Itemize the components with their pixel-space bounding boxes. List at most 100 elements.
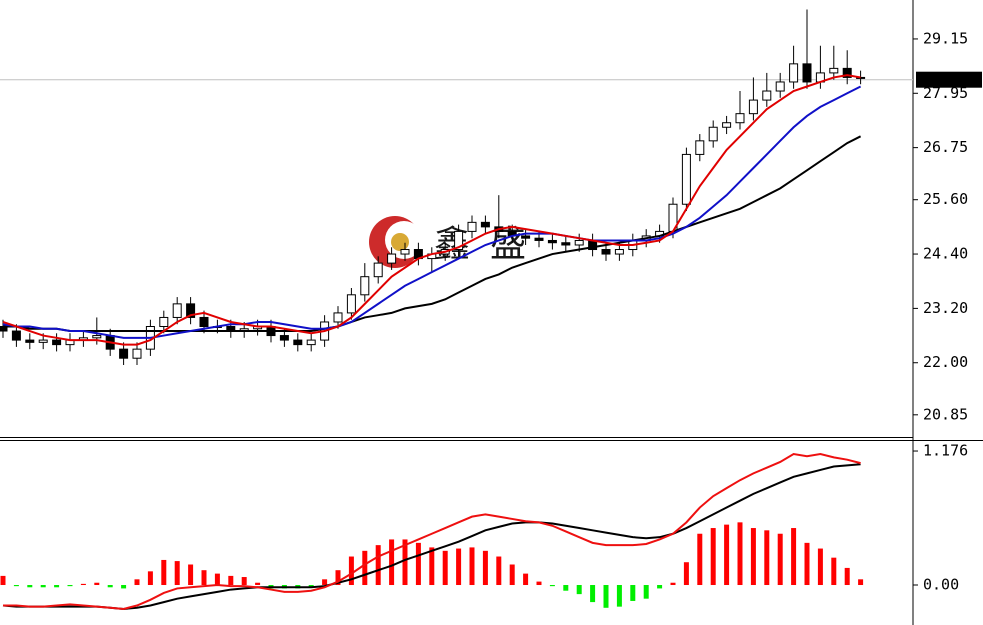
histogram-bar bbox=[214, 573, 220, 586]
y-tick-label: 22.00 bbox=[923, 353, 968, 371]
histogram-bar bbox=[590, 585, 596, 603]
histogram-bar bbox=[576, 585, 582, 595]
histogram-bar bbox=[496, 556, 502, 586]
histogram-bar bbox=[121, 585, 127, 589]
histogram-bar bbox=[40, 585, 46, 588]
candle-body bbox=[132, 348, 142, 359]
histogram-bar bbox=[442, 550, 448, 586]
logo-ball bbox=[391, 233, 409, 251]
histogram-bar bbox=[482, 550, 488, 586]
candle-body bbox=[480, 221, 490, 228]
histogram-bar bbox=[683, 562, 689, 586]
histogram-bar bbox=[255, 582, 261, 586]
watermark: 鑫盛 bbox=[369, 216, 546, 268]
histogram-bar bbox=[804, 542, 810, 586]
histogram-bar bbox=[174, 561, 180, 586]
candle-body bbox=[119, 348, 129, 359]
histogram-bar bbox=[858, 579, 864, 586]
histogram-bar bbox=[228, 575, 234, 586]
macd-line bbox=[3, 452, 861, 610]
candle-body bbox=[306, 339, 316, 346]
candle-body bbox=[279, 335, 289, 341]
histogram-bar bbox=[777, 533, 783, 586]
histogram-bar bbox=[710, 528, 716, 586]
candle-body bbox=[708, 126, 718, 142]
histogram-bar bbox=[67, 585, 73, 587]
histogram-bar bbox=[0, 575, 6, 586]
histogram-bar bbox=[456, 548, 462, 586]
candle-body bbox=[172, 303, 182, 318]
candle-body bbox=[454, 230, 464, 251]
histogram-bar bbox=[27, 585, 33, 588]
candle-body bbox=[762, 90, 772, 101]
candle-body bbox=[561, 242, 571, 246]
histogram-bar bbox=[188, 564, 194, 586]
histogram-bar bbox=[402, 539, 408, 586]
histogram-bar bbox=[134, 579, 140, 586]
candle-body bbox=[681, 153, 691, 205]
histogram-bar bbox=[549, 585, 555, 587]
y-tick-label: 1.176 bbox=[923, 442, 968, 460]
histogram-bar bbox=[241, 577, 247, 586]
candle-body bbox=[38, 339, 48, 343]
candle-body bbox=[346, 294, 356, 314]
histogram-bar bbox=[536, 581, 542, 586]
watermark-text: 鑫盛 bbox=[434, 224, 546, 265]
y-tick-label: 0.00 bbox=[923, 576, 959, 594]
candle-body bbox=[775, 81, 785, 92]
histogram-bar bbox=[670, 582, 676, 586]
candle-body bbox=[92, 335, 102, 339]
candle-body bbox=[199, 316, 209, 328]
last-price-box bbox=[916, 71, 982, 88]
histogram-bar bbox=[643, 585, 649, 599]
candle-body bbox=[52, 339, 62, 346]
candle-body bbox=[333, 312, 343, 323]
candle-body bbox=[25, 339, 35, 343]
y-tick-label: 27.95 bbox=[923, 84, 968, 102]
y-tick-label: 23.20 bbox=[923, 299, 968, 317]
histogram-bar bbox=[13, 585, 19, 587]
candle-body bbox=[534, 237, 544, 241]
histogram-bar bbox=[80, 583, 86, 586]
candle-body bbox=[467, 221, 477, 232]
histogram-bar bbox=[375, 545, 381, 586]
histogram-bar bbox=[831, 557, 837, 586]
histogram-bar bbox=[429, 547, 435, 586]
moving-average bbox=[2, 74, 861, 346]
histogram-bar bbox=[563, 585, 569, 591]
candle-body bbox=[735, 113, 745, 124]
histogram-bar bbox=[201, 570, 207, 586]
histogram-bar bbox=[844, 567, 850, 586]
histogram-bar bbox=[817, 548, 823, 586]
candle-body bbox=[695, 140, 705, 155]
candle-body bbox=[547, 239, 557, 244]
histogram-bar bbox=[362, 550, 368, 586]
candle-body bbox=[601, 249, 611, 255]
histogram-bar bbox=[750, 528, 756, 586]
y-tick-label: 25.60 bbox=[923, 190, 968, 208]
candle-body bbox=[614, 249, 624, 255]
histogram-bar bbox=[415, 542, 421, 586]
histogram-bar bbox=[791, 528, 797, 586]
histogram-bar bbox=[737, 522, 743, 586]
histogram-bar bbox=[348, 556, 354, 586]
histogram-bar bbox=[308, 585, 314, 588]
candle-body bbox=[722, 122, 732, 128]
histogram-bar bbox=[764, 530, 770, 586]
histogram-bar bbox=[469, 547, 475, 586]
histogram-bar bbox=[630, 585, 636, 601]
candle-body bbox=[842, 67, 852, 78]
candle-body bbox=[802, 63, 812, 83]
candle-body bbox=[789, 63, 799, 83]
histogram-bar bbox=[322, 579, 328, 586]
y-tick-label: 26.75 bbox=[923, 138, 968, 156]
histogram-bar bbox=[147, 571, 153, 586]
histogram-bar bbox=[657, 585, 663, 589]
moving-average bbox=[3, 135, 862, 333]
candle-body bbox=[387, 253, 397, 264]
histogram-bar bbox=[523, 573, 529, 586]
candle-body bbox=[574, 239, 584, 246]
candle-body bbox=[159, 316, 169, 328]
